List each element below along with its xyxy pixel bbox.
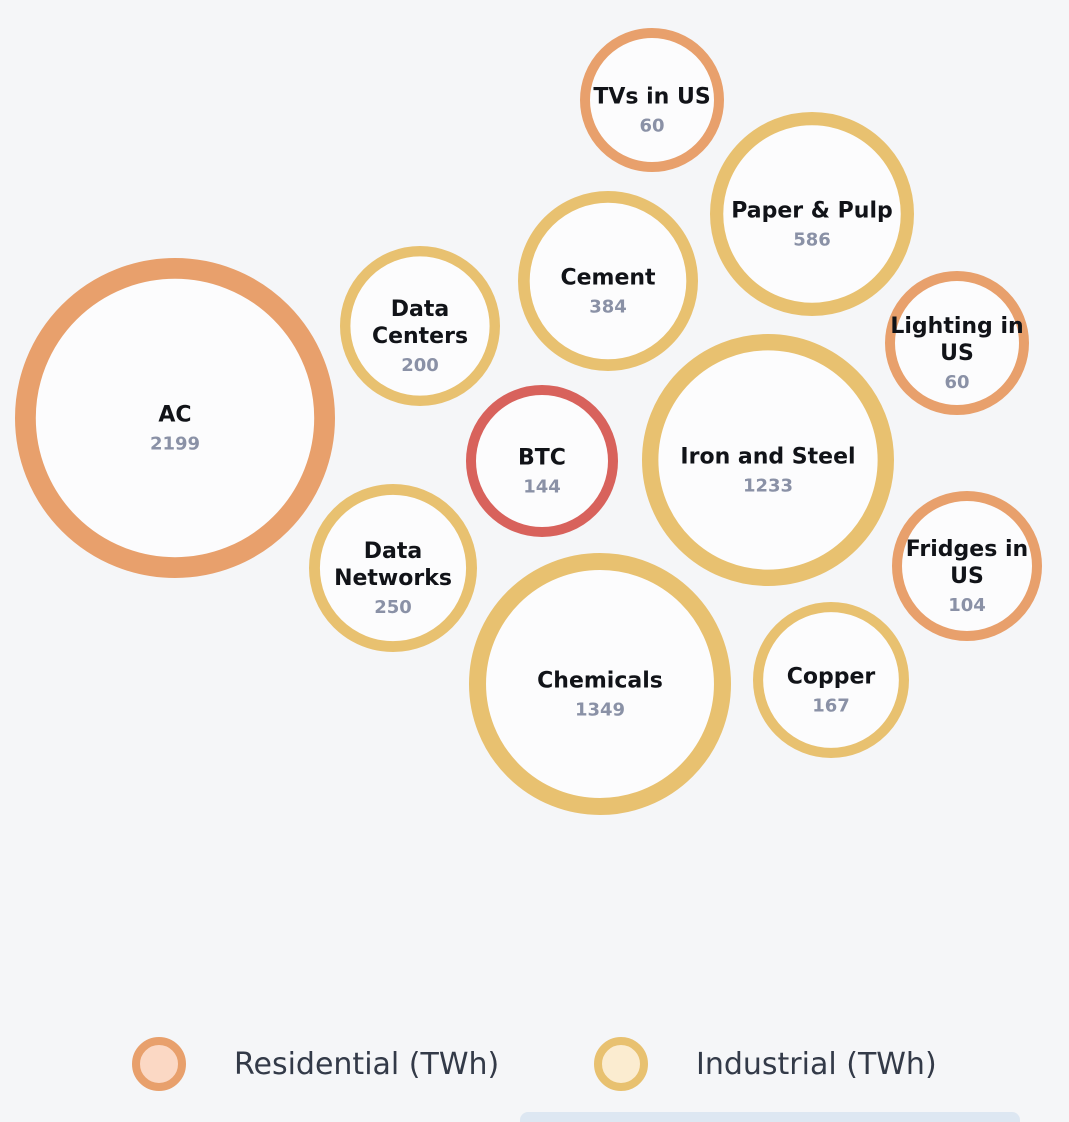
bubble-paper-and-pulp: Paper & Pulp 586 <box>710 111 915 317</box>
bubble-value-btc: 144 <box>523 476 561 497</box>
bubble-circle-data-networks <box>308 483 477 652</box>
bubble-circle-ac <box>14 257 336 579</box>
bubble-label-iron-and-steel: Iron and Steel <box>680 444 855 469</box>
bubble-value-chemicals: 1349 <box>575 699 625 720</box>
bubble-label-copper: Copper <box>787 664 876 689</box>
bubble-label-ac: AC <box>158 402 191 427</box>
bubble-label-tvs-in-us: TVs in US <box>593 84 710 109</box>
bubble-label-data-networks-line-2: Networks <box>334 566 452 591</box>
bubble-label-fridges-in-us-line-1: Fridges in <box>906 537 1028 562</box>
bubble-btc: BTC 144 <box>466 385 618 537</box>
bottom-edge-tab <box>520 1112 1020 1122</box>
bubble-value-copper: 167 <box>812 695 850 716</box>
bubble-circle-copper <box>753 602 910 759</box>
legend-item-residential: Residential (TWh) <box>132 1022 499 1106</box>
bubble-value-paper-and-pulp: 586 <box>793 229 831 250</box>
bubble-label-data-networks-line-1: Data <box>364 539 422 564</box>
bubble-label-lighting-in-us-line-2: US <box>940 341 974 366</box>
bubble-label-btc: BTC <box>518 445 566 470</box>
bubble-label-data-centers-line-1: Data <box>391 297 449 322</box>
bubble-chemicals: Chemicals 1349 <box>469 553 732 816</box>
bubble-circle-fridges-in-us <box>892 491 1042 641</box>
bubble-circle-btc <box>466 385 618 537</box>
bubble-circle-data-centers <box>340 245 501 407</box>
bubble-circle-lighting-in-us <box>885 271 1029 415</box>
bubble-label-data-centers-line-2: Centers <box>372 324 468 349</box>
legend-swatch-residential <box>132 1037 186 1091</box>
bubble-circle-iron-and-steel <box>642 334 894 586</box>
bubble-value-iron-and-steel: 1233 <box>743 475 793 496</box>
bubble-copper: Copper 167 <box>753 602 910 759</box>
bubble-tvs-in-us: TVs in US 60 <box>580 28 724 172</box>
chart-legend: Residential (TWh) Industrial (TWh) <box>0 1022 1069 1106</box>
bubble-circle-paper-and-pulp <box>710 111 915 317</box>
bubble-circle-cement <box>517 191 698 372</box>
bubble-value-cement: 384 <box>589 296 627 317</box>
bubble-circle-chemicals <box>469 553 732 816</box>
legend-label-residential: Residential (TWh) <box>234 1046 500 1082</box>
legend-swatch-industrial <box>594 1037 648 1091</box>
bubble-value-lighting-in-us: 60 <box>944 372 969 393</box>
bubble-value-ac: 2199 <box>150 433 200 454</box>
bubble-label-lighting-in-us-line-1: Lighting in <box>890 314 1023 339</box>
bubble-value-data-networks: 250 <box>374 597 412 618</box>
legend-item-industrial: Industrial (TWh) <box>594 1022 937 1106</box>
bubble-value-data-centers: 200 <box>401 355 439 376</box>
bubble-iron-and-steel: Iron and Steel 1233 <box>642 334 894 586</box>
bubble-value-tvs-in-us: 60 <box>639 115 664 136</box>
bubble-ac: AC 2199 <box>14 257 336 579</box>
bubble-cement: Cement 384 <box>517 191 698 372</box>
bubble-value-fridges-in-us: 104 <box>948 595 986 616</box>
bubble-label-paper-and-pulp: Paper & Pulp <box>731 198 892 223</box>
bubble-chart: AC 2199 TVs in US 60 Paper & Pulp 586 Cement 38… <box>14 28 1042 816</box>
bubble-circle-tvs-in-us <box>580 28 724 172</box>
bubble-label-cement: Cement <box>560 265 656 290</box>
bubble-label-fridges-in-us-line-2: US <box>950 564 984 589</box>
bubble-label-chemicals: Chemicals <box>537 668 663 693</box>
legend-label-industrial: Industrial (TWh) <box>696 1046 937 1082</box>
